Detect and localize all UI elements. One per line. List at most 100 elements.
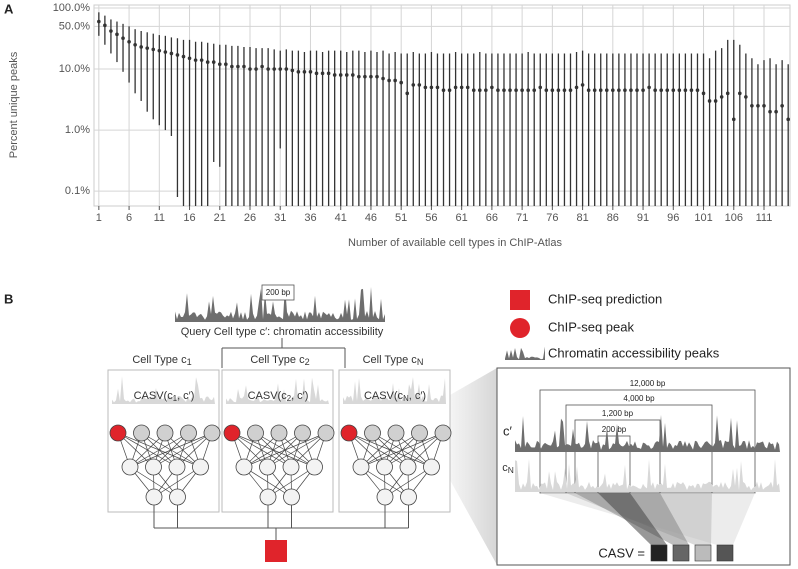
edge: [129, 432, 213, 468]
point: [435, 85, 440, 90]
point: [477, 88, 482, 93]
subscript: N: [403, 394, 409, 403]
label: Cell Type c2: [250, 354, 309, 368]
point: [254, 67, 258, 71]
node: [121, 458, 139, 476]
node: [283, 488, 300, 506]
y-axis-label: Percent unique peaks: [8, 51, 20, 158]
label: CASV(c1, c′): [134, 390, 195, 403]
point: [707, 99, 712, 103]
accessibility-track: [515, 414, 780, 452]
point: [187, 56, 192, 61]
point: [217, 62, 222, 67]
panel-label: A: [4, 1, 14, 16]
label: 200 bp: [266, 288, 291, 297]
x-tick-label: 71: [516, 212, 528, 224]
x-tick-label: 6: [126, 212, 132, 224]
point: [780, 103, 784, 108]
point: [357, 74, 361, 79]
point: [169, 51, 174, 56]
point: [103, 23, 107, 28]
node: [168, 458, 186, 476]
point: [762, 103, 766, 108]
point: [163, 50, 168, 54]
point: [381, 76, 385, 81]
plot: 0.1%1.0%10.0%50.0%100.0%1 6 11 16 21 26 31 36 41…: [53, 2, 791, 224]
point: [665, 88, 670, 93]
point: [302, 70, 307, 74]
connector: [221, 338, 346, 368]
point: [490, 85, 494, 90]
point: [617, 88, 621, 93]
point: [544, 88, 549, 93]
point: [441, 88, 446, 93]
point: [719, 95, 724, 99]
node: [145, 488, 163, 506]
edge: [243, 432, 303, 468]
point: [314, 71, 319, 76]
edge: [360, 432, 420, 468]
point: [574, 85, 579, 90]
point: [139, 45, 143, 49]
label: ChIP-seq prediction: [548, 291, 662, 306]
point: [332, 73, 337, 77]
point: [399, 80, 403, 85]
point: [242, 64, 246, 69]
point: [290, 68, 295, 73]
y-tick-label: 1.0%: [65, 124, 90, 136]
point: [447, 88, 452, 93]
label: Cell Type c1: [132, 354, 191, 368]
output-link: [165, 527, 389, 540]
point: [145, 46, 150, 50]
point: [272, 67, 276, 71]
node: [411, 424, 428, 442]
point: [623, 88, 627, 93]
point: [230, 64, 234, 69]
point: [326, 71, 331, 76]
point: [308, 70, 313, 74]
point: [236, 64, 240, 69]
x-tick-label: 86: [607, 212, 619, 224]
text-part: Cell Type c: [132, 354, 187, 366]
panel-label: B: [4, 291, 13, 306]
label: 12,000 bp: [630, 379, 666, 388]
point: [459, 85, 464, 90]
point: [199, 58, 204, 62]
node: [400, 488, 417, 506]
x-tick-label: 51: [395, 212, 407, 224]
point: [604, 88, 609, 93]
edge: [267, 466, 315, 498]
accessibility-track: [343, 377, 446, 404]
edge: [360, 432, 444, 468]
edge: [129, 432, 189, 468]
point: [744, 95, 748, 99]
point: [598, 88, 603, 93]
prediction: [265, 540, 287, 562]
legend-square: [510, 290, 530, 310]
x-tick-label: 26: [244, 212, 256, 224]
point: [393, 78, 397, 83]
point: [181, 54, 186, 59]
point: [659, 88, 664, 93]
casv-cell: [672, 544, 690, 562]
point: [121, 36, 125, 41]
point: [556, 88, 561, 93]
node: [340, 424, 358, 442]
x-tick-label: 11: [154, 212, 165, 224]
point: [127, 39, 131, 44]
point: [429, 85, 434, 90]
point: [260, 64, 264, 69]
subscript: 1: [173, 394, 177, 403]
point: [683, 88, 688, 93]
node: [259, 488, 277, 506]
x-tick-label: 76: [546, 212, 558, 224]
legend-circle: [510, 318, 530, 338]
point: [248, 67, 252, 71]
label: CASV(c2, c′): [248, 390, 309, 403]
point: [756, 103, 760, 108]
point: [423, 85, 428, 90]
point: [266, 67, 270, 71]
subscript: N: [508, 465, 514, 475]
point: [580, 83, 585, 87]
